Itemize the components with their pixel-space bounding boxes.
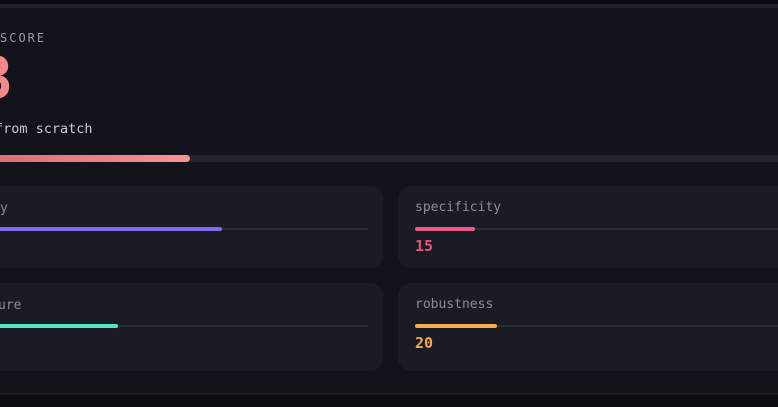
metric-card-top-left: y — [0, 186, 383, 268]
metric-label: robustness — [415, 297, 494, 312]
metric-value: 20 — [415, 334, 434, 352]
metric-label-fragment: ure — [0, 298, 22, 313]
metric-bar-track — [415, 325, 778, 327]
panel-top-border — [0, 4, 778, 8]
top-outer-strip — [0, 0, 778, 4]
metric-card-robustness: robustness 20 — [398, 283, 778, 371]
metric-card-bottom-left: ure — [0, 283, 383, 371]
metric-bar-fill — [415, 227, 475, 231]
metric-card-specificity: specificity 15 — [398, 186, 778, 268]
score-value: 3 — [0, 48, 13, 109]
metric-bar-fill — [0, 324, 118, 328]
metric-bar-fill — [0, 227, 222, 231]
score-label: SCORE — [0, 31, 47, 45]
overall-progress-fill — [0, 155, 190, 162]
panel-bottom-border — [0, 393, 778, 395]
metric-label: specificity — [415, 200, 502, 215]
metric-bar-fill — [415, 324, 497, 328]
bottom-outer-strip — [0, 395, 778, 407]
metric-bar-track — [415, 228, 778, 230]
metric-label-fragment: y — [0, 201, 8, 216]
score-caption: from scratch — [0, 121, 93, 137]
metric-value: 15 — [415, 237, 434, 255]
metric-bar-track — [0, 325, 368, 327]
overall-progress-track — [0, 155, 778, 162]
